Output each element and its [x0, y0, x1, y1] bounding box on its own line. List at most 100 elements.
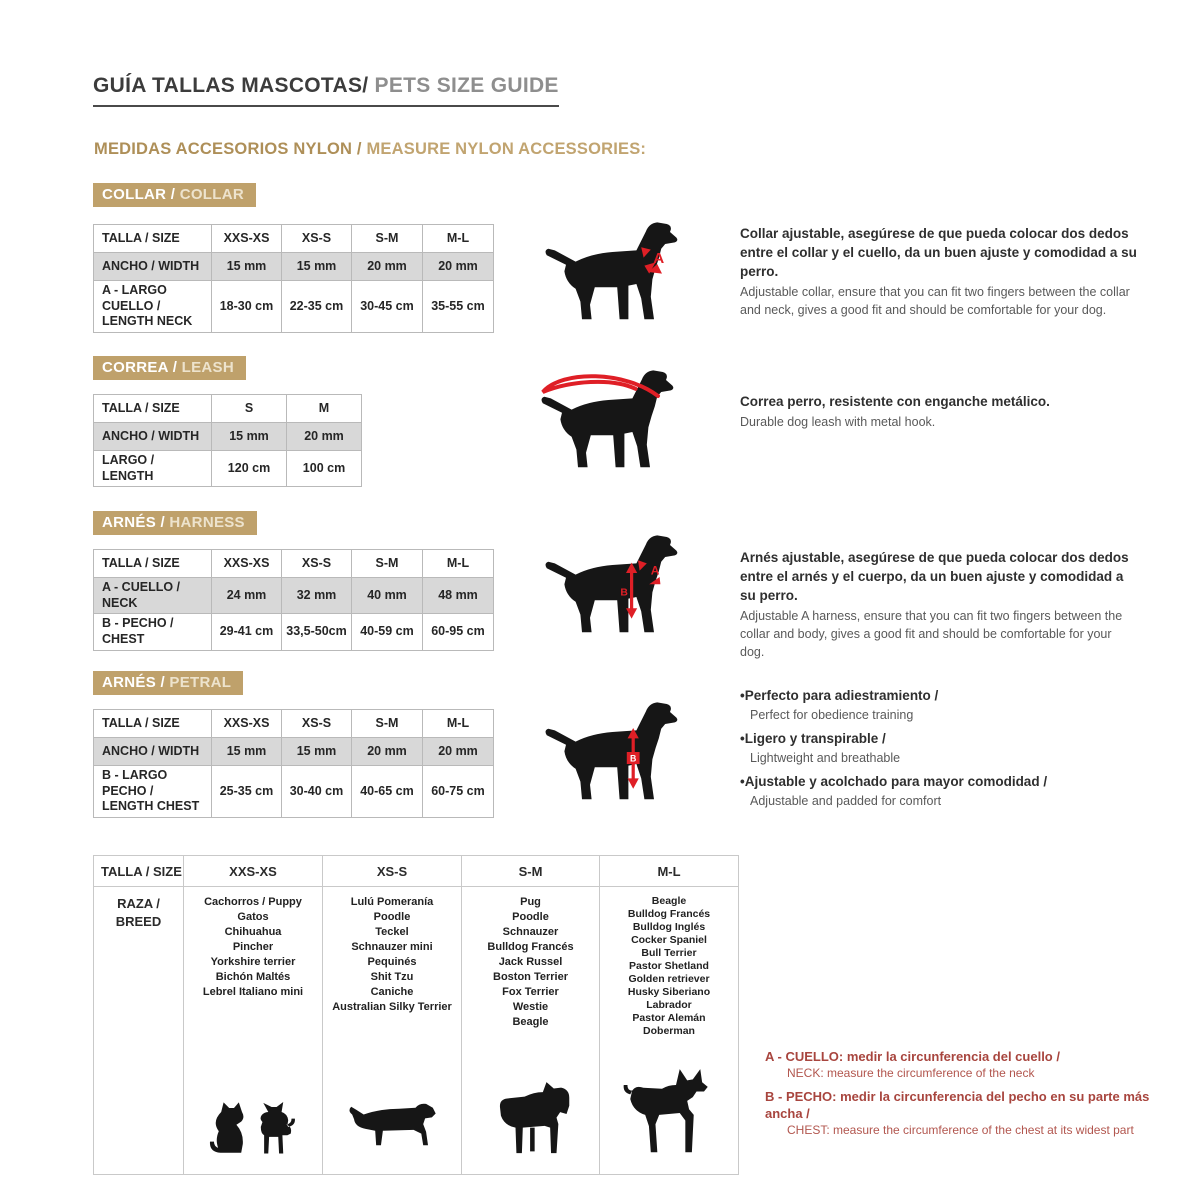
size-column-header: M-L [422, 549, 494, 578]
value-cell: 33,5-50cm [281, 613, 352, 651]
breed-item: Bichón Maltés [215, 971, 291, 983]
table-header-row: TALLA / SIZE S M [93, 394, 362, 423]
page-subtitle-en: MEASURE NYLON ACCESSORIES: [361, 140, 647, 158]
fauna-illustrations [184, 1100, 322, 1156]
row-label: TALLA / SIZE [93, 855, 184, 887]
section-badge-leash: CORREA / LEASH [93, 356, 246, 380]
row-label: TALLA / SIZE [93, 224, 212, 253]
breed-cell-xs-s: Lulú Pomeranía Poodle Teckel Schnauzer m… [322, 886, 462, 1175]
breed-list: Pug Poodle Schnauzer Bulldog Francés Jac… [463, 895, 598, 1030]
description-es: Arnés ajustable, asegúrese de que pueda … [740, 550, 1129, 603]
breed-cell-s-m: Pug Poodle Schnauzer Bulldog Francés Jac… [461, 886, 600, 1175]
table-row: B - PECHO / CHEST 29-41 cm 33,5-50cm 40-… [93, 613, 494, 651]
doberman-silhouette-icon [623, 1069, 708, 1153]
breed-item: Schnauzer [502, 926, 559, 938]
dog-chest-measure-icon: B [545, 702, 678, 800]
value-cell: 24 mm [211, 576, 282, 615]
svg-text:A: A [651, 564, 660, 578]
breed-item: Schnauzer mini [351, 941, 433, 953]
table-row: ANCHO / WIDTH 15 mm 20 mm [93, 422, 362, 451]
page-subtitle-es: MEDIDAS ACCESORIOS NYLON / [94, 140, 362, 158]
value-cell: 20 mm [422, 737, 494, 766]
row-label: ANCHO / WIDTH [93, 422, 212, 451]
breed-item: Shit Tzu [370, 971, 414, 983]
size-column-header: XXS-XS [211, 224, 282, 253]
badge-label-es: ARNÉS / [102, 674, 165, 691]
breed-cell-xxs-xs: Cachorros / Puppy Gatos Chihuahua Pinche… [183, 886, 323, 1175]
feature-en: Perfect for obedience training [750, 708, 914, 722]
section-badge-collar: COLLAR / COLLAR [93, 183, 256, 207]
description-en: Adjustable collar, ensure that you can f… [740, 285, 1130, 317]
breed-item: Westie [512, 1001, 549, 1013]
size-column-header: S-M [351, 549, 423, 578]
table-header-row: TALLA / SIZE XXS-XS XS-S S-M M-L [93, 224, 494, 253]
breed-item: Pastor Alemán [632, 1012, 706, 1024]
size-column-header: XS-S [281, 224, 352, 253]
fauna-illustrations [323, 1102, 461, 1150]
badge-label-en: PETRAL [164, 674, 232, 691]
breed-item: Fox Terrier [502, 986, 559, 998]
value-cell: 29-41 cm [211, 613, 282, 651]
dog-harness-measure-icon: A B [545, 535, 678, 633]
value-cell: 20 mm [351, 252, 423, 281]
feature-en: Lightweight and breathable [750, 751, 901, 765]
description-en: Adjustable A harness, ensure that you ca… [740, 609, 1123, 659]
breed-item: Pequinés [367, 956, 417, 968]
badge-label-en: HARNESS [164, 514, 245, 531]
size-column-header: XS-S [281, 709, 352, 738]
breed-item: Bulldog Francés [487, 941, 574, 953]
size-column-header: S [211, 394, 287, 423]
breed-item: Bulldog Inglés [632, 921, 706, 933]
fauna-illustrations [600, 1066, 738, 1160]
badge-label-es: CORREA / [102, 359, 178, 376]
breed-item: Bulldog Francés [627, 908, 711, 920]
note-chest-en: CHEST: measure the circumference of the … [787, 1123, 1134, 1137]
breed-item: Poodle [512, 911, 549, 923]
breeds-by-size-table: TALLA / SIZE XXS-XS XS-S S-M M-L RAZA / … [93, 855, 739, 1175]
feature-en: Adjustable and padded for comfort [750, 794, 942, 808]
breed-item: Pincher [232, 941, 274, 953]
breed-item: Gatos [237, 911, 269, 923]
breed-item: Poodle [373, 911, 411, 923]
row-label: TALLA / SIZE [93, 549, 212, 578]
breed-item: Doberman [643, 1025, 695, 1037]
badge-label-es: ARNÉS / [102, 514, 165, 531]
breed-item: Teckel [375, 926, 409, 938]
collar-size-table: TALLA / SIZE XXS-XS XS-S S-M M-L ANCHO /… [93, 224, 494, 333]
measuring-notes: A - CUELLO: medir la circunferencia del … [765, 1048, 1190, 1138]
petral-size-table: TALLA / SIZE XXS-XS XS-S S-M M-L ANCHO /… [93, 709, 494, 818]
value-cell: 40-65 cm [351, 765, 423, 818]
breed-list: Lulú Pomeranía Poodle Teckel Schnauzer m… [324, 895, 460, 1015]
value-cell: 40-59 cm [351, 613, 423, 651]
value-cell: 20 mm [422, 252, 494, 281]
svg-text:B: B [620, 587, 628, 598]
size-column-header: XS-S [281, 549, 352, 578]
size-column-header: M-L [599, 855, 739, 887]
table-header-row: TALLA / SIZE XXS-XS XS-S S-M M-L [93, 855, 739, 887]
svg-text:B: B [630, 754, 636, 764]
breed-item: Cachorros / Puppy [204, 896, 302, 908]
badge-label-en: LEASH [177, 359, 234, 376]
value-cell: 40 mm [351, 576, 423, 615]
note-neck-en: NECK: measure the circumference of the n… [787, 1066, 1035, 1080]
svg-text:A: A [653, 250, 664, 267]
feature-es: Ajustable y acolchado para mayor comodid… [740, 772, 1150, 792]
value-cell: 15 mm [281, 737, 352, 766]
size-column-header: XS-S [322, 855, 462, 887]
dog-leash-icon [541, 370, 674, 468]
breed-item: Lebrel Italiano mini [202, 986, 304, 998]
breed-item: Cocker Spaniel [631, 934, 707, 946]
breed-item: Labrador [646, 999, 692, 1011]
raza-breed-label: RAZA / BREED [115, 896, 162, 929]
size-column-header: XXS-XS [211, 549, 282, 578]
breed-item: Husky Siberiano [627, 986, 711, 998]
row-label: TALLA / SIZE [93, 394, 212, 423]
size-column-header: M-L [422, 224, 494, 253]
value-cell: 30-45 cm [351, 280, 423, 333]
row-label: TALLA / SIZE [93, 709, 212, 738]
value-cell: 32 mm [281, 576, 352, 615]
breed-item: Yorkshire terrier [210, 956, 296, 968]
chihuahua-silhouette-icon [260, 1102, 295, 1154]
note-chest-es: B - PECHO: medir la circunferencia del p… [765, 1089, 1150, 1121]
breed-item: Lulú Pomeranía [350, 896, 434, 908]
